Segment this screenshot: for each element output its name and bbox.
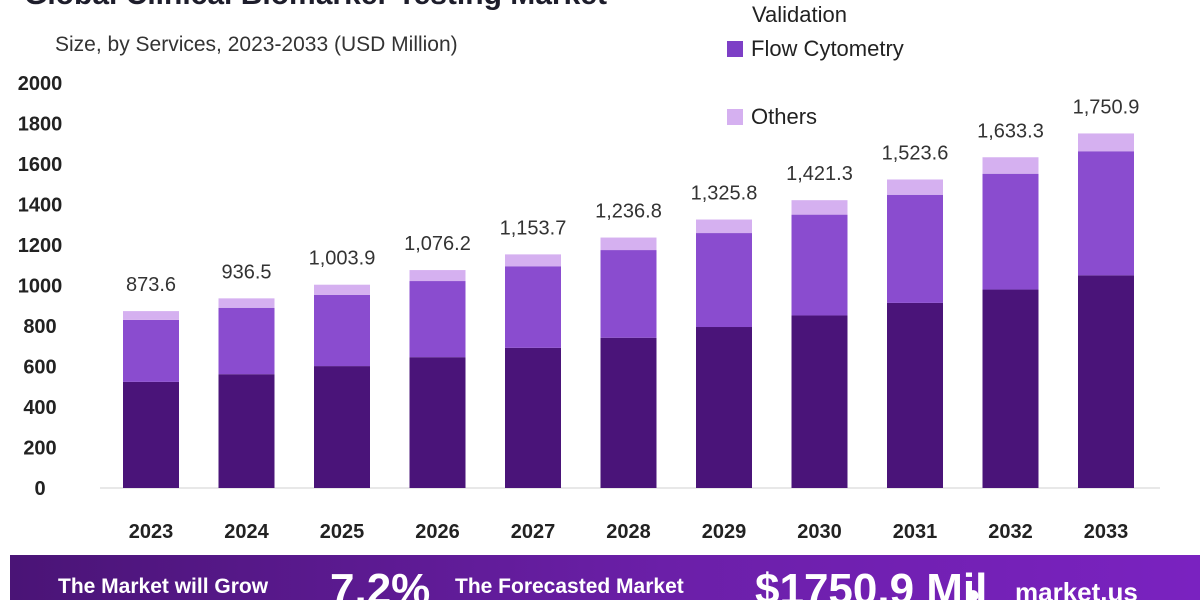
footer-banner: The Market will Grow 7.2% The Forecasted… bbox=[10, 555, 1200, 600]
bar-segment-flow-cytometry bbox=[314, 294, 370, 367]
bar-segment-validation bbox=[409, 357, 466, 488]
chart-subtitle: Size, by Services, 2023-2033 (USD Millio… bbox=[55, 33, 458, 56]
bar-total-label: 1,325.8 bbox=[691, 183, 758, 205]
x-tick-label: 2033 bbox=[1084, 521, 1129, 543]
bar-total-label: 1,076.2 bbox=[404, 233, 471, 255]
bar-total-label: 1,421.3 bbox=[786, 163, 853, 185]
x-tick-label: 2023 bbox=[129, 521, 174, 543]
y-tick-label: 200 bbox=[23, 438, 56, 460]
y-tick-label: 600 bbox=[23, 357, 56, 379]
bar-segment-validation bbox=[505, 347, 561, 488]
bar-segment-others bbox=[887, 179, 943, 195]
y-tick-label: 2000 bbox=[18, 73, 63, 95]
bar-segment-others bbox=[600, 237, 657, 251]
legend-item-flow-cytometry: Flow Cytometry bbox=[727, 36, 904, 62]
bar-segment-flow-cytometry bbox=[123, 319, 179, 382]
bar-segment-others bbox=[1078, 133, 1134, 152]
bar-segment-validation bbox=[314, 366, 370, 488]
legend-swatch-others bbox=[727, 109, 743, 125]
legend-label-flow-cytometry: Flow Cytometry bbox=[751, 36, 904, 61]
bar-segment-flow-cytometry bbox=[600, 250, 657, 338]
bar-segment-others bbox=[505, 254, 561, 267]
bar-segment-validation bbox=[696, 327, 752, 488]
y-tick-label: 1400 bbox=[18, 195, 63, 217]
bar-segment-validation bbox=[123, 381, 179, 488]
legend-item-others: Others bbox=[727, 104, 817, 130]
x-tick-label: 2026 bbox=[415, 521, 460, 543]
y-tick-label: 0 bbox=[34, 478, 45, 500]
y-tick-label: 1600 bbox=[18, 154, 63, 176]
bar-total-label: 1,003.9 bbox=[309, 248, 376, 270]
bar-total-label: 1,153.7 bbox=[500, 217, 567, 239]
x-tick-label: 2030 bbox=[797, 521, 842, 543]
y-tick-label: 1000 bbox=[18, 276, 63, 298]
bar-segment-flow-cytometry bbox=[982, 173, 1039, 290]
x-tick-label: 2028 bbox=[606, 521, 651, 543]
bar-segment-validation bbox=[982, 289, 1039, 488]
bar-total-label: 1,750.9 bbox=[1073, 96, 1140, 118]
bar-segment-validation bbox=[1078, 275, 1134, 488]
brand-logo-icon: ● bbox=[965, 579, 981, 600]
bar-segment-validation bbox=[887, 302, 943, 488]
bar-segment-validation bbox=[600, 337, 657, 488]
x-tick-label: 2027 bbox=[511, 521, 556, 543]
bar-total-label: 873.6 bbox=[126, 274, 176, 296]
bar-segment-flow-cytometry bbox=[505, 266, 561, 348]
bar-segment-others bbox=[218, 298, 275, 308]
footer-grow-text: The Market will Grow bbox=[58, 575, 269, 598]
legend-label-others: Others bbox=[751, 104, 818, 129]
legend-swatch-flow-cytometry bbox=[727, 41, 743, 57]
y-tick-label: 1200 bbox=[18, 235, 63, 257]
footer-forecast-value: $1750.9 Mil bbox=[755, 565, 988, 600]
y-tick-label: 400 bbox=[23, 397, 56, 419]
y-tick-label: 1800 bbox=[18, 114, 63, 136]
x-tick-label: 2025 bbox=[320, 521, 365, 543]
bar-total-label: 1,236.8 bbox=[595, 201, 662, 223]
bar-segment-others bbox=[791, 200, 848, 215]
bar-total-label: 1,633.3 bbox=[977, 120, 1044, 142]
chart-title: Global Clinical Biomarker Testing Market bbox=[24, 0, 607, 12]
x-tick-label: 2031 bbox=[893, 521, 938, 543]
bar-segment-others bbox=[982, 157, 1039, 174]
bar-segment-flow-cytometry bbox=[409, 281, 466, 358]
bar-total-label: 936.5 bbox=[221, 261, 271, 283]
bar-segment-flow-cytometry bbox=[791, 214, 848, 316]
bar-segment-flow-cytometry bbox=[696, 233, 752, 328]
bar-segment-flow-cytometry bbox=[1078, 151, 1134, 276]
stacked-bar-chart: 0 200 400 600 800 1000 1200 1400 1600 1800 2000 873… bbox=[18, 73, 1160, 543]
bar-segment-others bbox=[314, 284, 370, 295]
brand-name: market.us bbox=[1015, 577, 1138, 600]
x-tick-label: 2024 bbox=[224, 521, 269, 543]
bar-segment-flow-cytometry bbox=[887, 194, 943, 303]
bar-total-label: 1,523.6 bbox=[882, 142, 949, 164]
footer-forecast-text: The Forecasted Market bbox=[455, 575, 684, 598]
x-tick-label: 2029 bbox=[702, 521, 747, 543]
bar-segment-validation bbox=[218, 374, 275, 488]
footer-cagr: 7.2% bbox=[330, 565, 431, 600]
bar-segment-validation bbox=[791, 315, 848, 488]
bar-segment-others bbox=[696, 219, 752, 234]
y-tick-label: 800 bbox=[23, 316, 56, 338]
bar-segment-others bbox=[123, 311, 179, 320]
x-tick-label: 2032 bbox=[988, 521, 1033, 543]
bar-segment-flow-cytometry bbox=[218, 307, 275, 375]
legend-item-validation-label: Validation bbox=[752, 2, 847, 27]
bar-segment-others bbox=[409, 270, 466, 282]
